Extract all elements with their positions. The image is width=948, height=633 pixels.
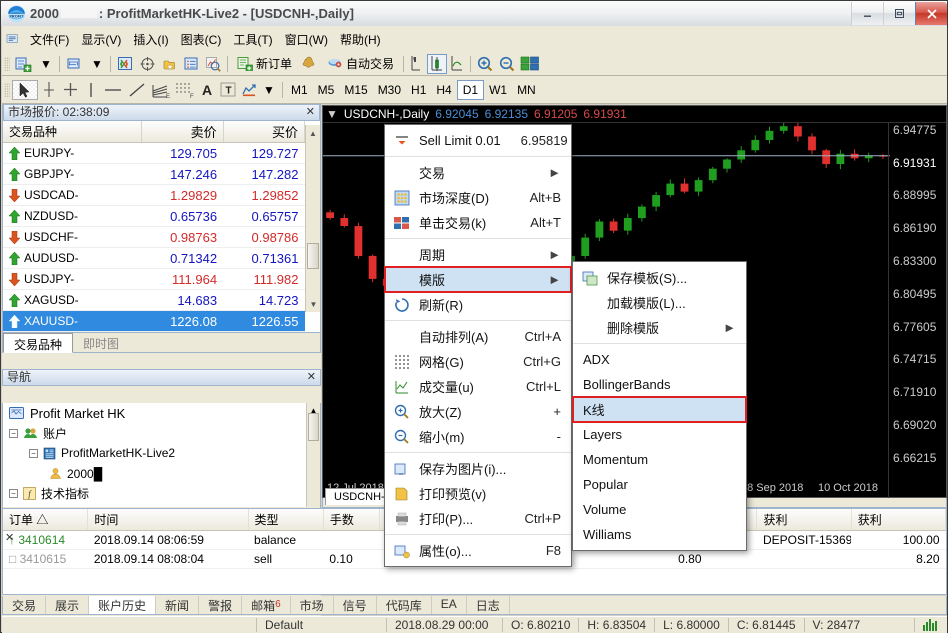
- svg-text:F: F: [190, 94, 194, 99]
- svg-text:E: E: [166, 94, 170, 99]
- svg-text:T: T: [225, 85, 231, 96]
